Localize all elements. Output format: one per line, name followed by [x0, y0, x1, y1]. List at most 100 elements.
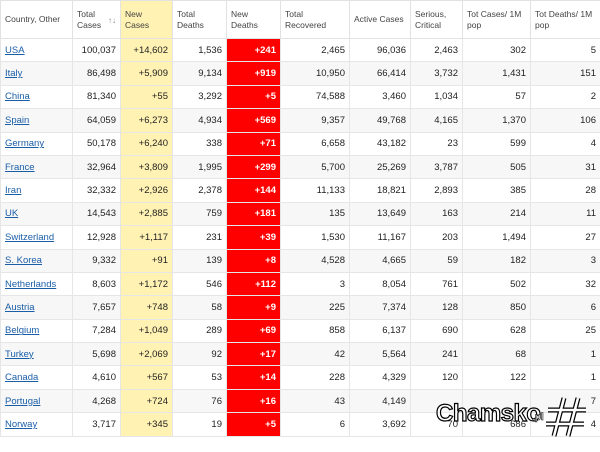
table-cell: +112: [226, 271, 281, 297]
column-header[interactable]: Country, Other: [0, 0, 73, 39]
table-cell: 32: [530, 271, 600, 297]
table-cell: 106: [530, 108, 600, 133]
table-cell: Canada: [0, 365, 73, 390]
watermark-suffix: .pl: [532, 412, 544, 424]
table-cell: Portugal: [0, 388, 73, 414]
country-link[interactable]: Portugal: [5, 395, 41, 407]
table-cell: 241: [410, 342, 463, 367]
column-header[interactable]: New Deaths: [226, 0, 281, 39]
table-cell: +5: [226, 84, 281, 110]
table-cell: 858: [280, 318, 350, 344]
country-link[interactable]: Switzerland: [5, 231, 55, 243]
column-header[interactable]: Total Recovered: [280, 0, 350, 39]
table-cell: 2,465: [280, 37, 350, 63]
table-cell: 13,649: [349, 201, 411, 227]
watermark-icon: [546, 397, 586, 437]
table-cell: 32,332: [72, 178, 121, 203]
table-cell: +241: [226, 37, 281, 63]
country-link[interactable]: UK: [5, 208, 19, 220]
table-cell: +9: [226, 295, 281, 320]
table-cell: Norway: [0, 412, 73, 437]
header-text: Total Deaths: [177, 8, 204, 30]
table-row: Italy 86,498 +5,909 9,134 +919 10,950 66,414 3,…: [0, 61, 600, 86]
column-header[interactable]: Total Cases ↑↓: [72, 0, 121, 39]
table-cell: 6: [530, 295, 600, 320]
table-cell: 1,034: [410, 84, 463, 110]
table-row: UK 14,543 +2,885 759 +181 135 13,649 163 214 11: [0, 201, 600, 227]
country-link[interactable]: Netherlands: [5, 278, 57, 290]
country-link[interactable]: Spain: [5, 114, 30, 126]
column-header[interactable]: Tot Cases/ 1M pop: [462, 0, 531, 39]
column-header[interactable]: New Cases: [120, 0, 173, 39]
table-cell: 135: [280, 201, 350, 227]
country-link[interactable]: Canada: [5, 372, 39, 384]
table-cell: 1,536: [172, 37, 227, 63]
table-cell: 7,657: [72, 295, 121, 320]
country-link[interactable]: Austria: [5, 301, 35, 313]
table-cell: 759: [172, 201, 227, 227]
column-header[interactable]: Active Cases: [349, 0, 411, 39]
column-header[interactable]: Total Deaths: [172, 0, 227, 39]
table-cell: 228: [280, 365, 350, 390]
column-header[interactable]: Serious, Critical: [410, 0, 463, 39]
table-cell: 12,928: [72, 225, 121, 250]
country-link[interactable]: China: [5, 91, 30, 103]
table-cell: 76: [172, 388, 227, 414]
table-cell: [410, 388, 463, 414]
table-cell: 3: [280, 271, 350, 297]
table-cell: +14,602: [120, 37, 173, 63]
table-cell: 3,692: [349, 412, 411, 437]
header-row: Country, Other Total Cases ↑↓ New Cases Tota…: [0, 0, 600, 39]
table-cell: +144: [226, 178, 281, 203]
table-cell: 2: [530, 84, 600, 110]
table-cell: 32,964: [72, 154, 121, 180]
header-text: New Cases: [125, 8, 150, 30]
table-cell: 58: [172, 295, 227, 320]
table-cell: +39: [226, 225, 281, 250]
table-cell: France: [0, 154, 73, 180]
country-link[interactable]: France: [5, 161, 35, 173]
country-link[interactable]: Belgium: [5, 325, 40, 337]
table-cell: 9,134: [172, 61, 227, 86]
table-cell: USA: [0, 37, 73, 63]
sort-icon[interactable]: ↑↓: [108, 16, 116, 25]
country-link[interactable]: USA: [5, 44, 25, 56]
table-cell: +17: [226, 342, 281, 367]
table-cell: 9,357: [280, 108, 350, 133]
table-row: Norway 3,717 +345 19 +5 6 3,692 70 686 4: [0, 412, 600, 437]
table-cell: 5: [530, 37, 600, 63]
country-link[interactable]: Turkey: [5, 348, 34, 360]
table-cell: 128: [410, 295, 463, 320]
table-row: Iran 32,332 +2,926 2,378 +144 11,133 18,821 2,8…: [0, 178, 600, 203]
table-cell: Netherlands: [0, 271, 73, 297]
table-cell: 214: [462, 201, 531, 227]
table-cell: 25: [530, 318, 600, 344]
watermark-name: Chamsko: [435, 399, 541, 427]
country-link[interactable]: Germany: [5, 138, 45, 150]
table-cell: UK: [0, 201, 73, 227]
table-body: USA 100,037 +14,602 1,536 +241 2,465 96,036 2,4…: [0, 37, 600, 437]
table-cell: Italy: [0, 61, 73, 86]
table-cell: 28: [530, 178, 600, 203]
table-cell: 3,292: [172, 84, 227, 110]
table-cell: Iran: [0, 178, 73, 203]
country-link[interactable]: Italy: [5, 68, 23, 80]
table-cell: 49,768: [349, 108, 411, 133]
table-row: Germany 50,178 +6,240 338 +71 6,658 43,182 23 59…: [0, 131, 600, 156]
table-row: Turkey 5,698 +2,069 92 +17 42 5,564 241 68 1: [0, 342, 600, 367]
table-cell: +569: [226, 108, 281, 133]
column-header[interactable]: Tot Deaths/ 1M pop: [530, 0, 600, 39]
header-text: Serious, Critical: [415, 8, 447, 30]
table-cell: 42: [280, 342, 350, 367]
table-cell: 4,329: [349, 365, 411, 390]
country-link[interactable]: Norway: [5, 418, 38, 430]
table-cell: 70: [410, 412, 463, 437]
country-link[interactable]: S. Korea: [5, 255, 42, 267]
table-cell: 27: [530, 225, 600, 250]
table-cell: +345: [120, 412, 173, 437]
table-cell: 4,528: [280, 248, 350, 273]
table-cell: +8: [226, 248, 281, 273]
country-link[interactable]: Iran: [5, 185, 22, 197]
header-text: Tot Cases/ 1M pop: [467, 8, 522, 30]
table-cell: 1,530: [280, 225, 350, 250]
